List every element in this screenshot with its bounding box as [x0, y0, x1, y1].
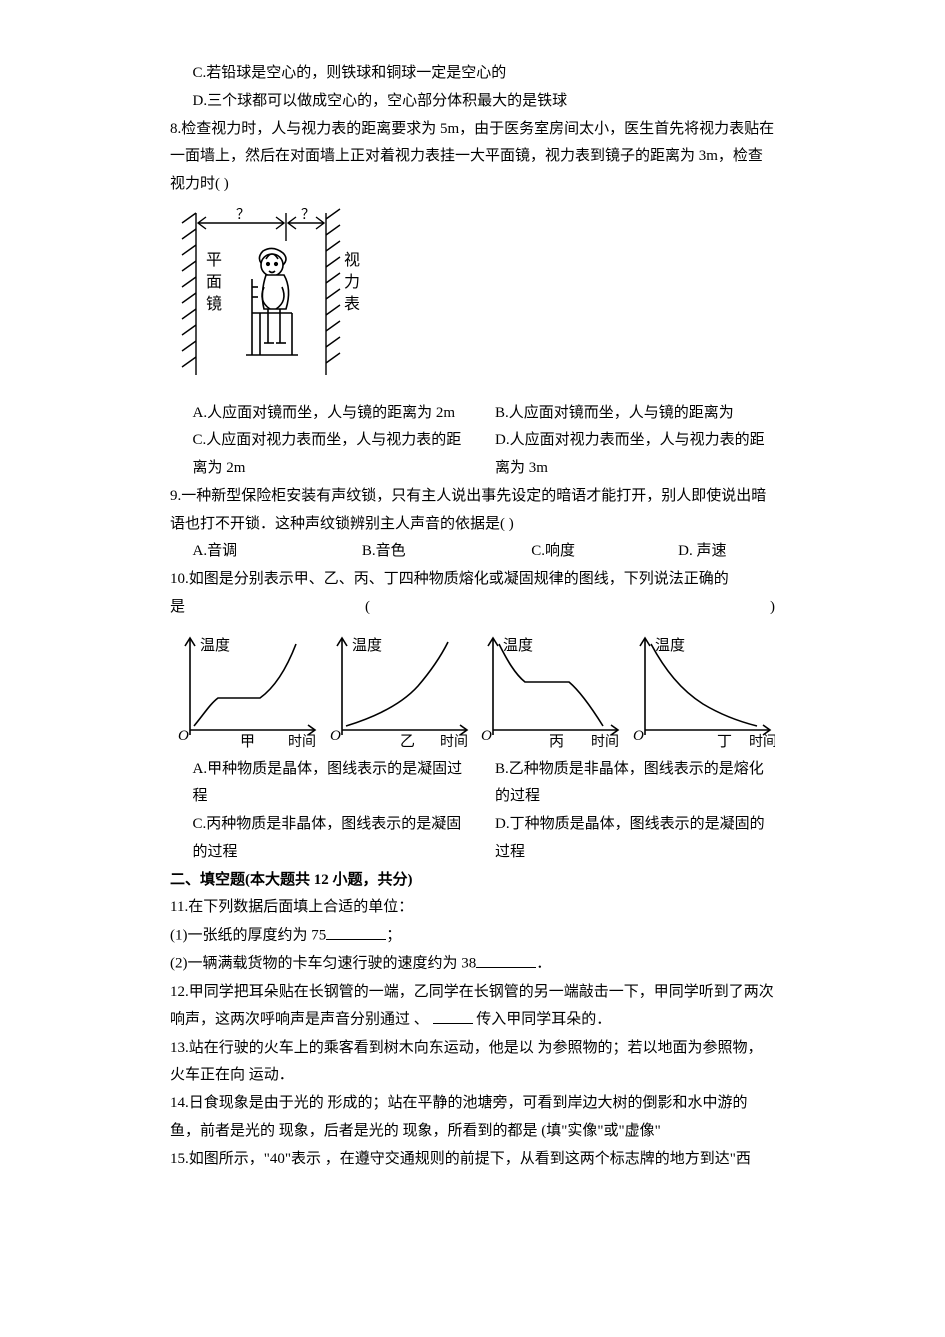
- axis-ylabel: 温度: [200, 637, 230, 654]
- q9-option-b: B.音色: [339, 538, 508, 566]
- blank-11-2: [476, 950, 536, 968]
- q12-text-b: 传入甲同学耳朵的．: [476, 1012, 611, 1028]
- q10-option-c: C.丙种物质是非晶体，图线表示的是凝固的过程: [170, 811, 473, 867]
- curve-bing: 温度 丙 时间 O: [473, 630, 623, 748]
- q9-option-c: C.响度: [509, 538, 678, 566]
- q14: 14.日食现象是由于光的 形成的；站在平静的池塘旁，可看到岸边大树的倒影和水中游…: [170, 1090, 775, 1146]
- svg-text:O: O: [330, 728, 341, 744]
- q10-paren-close: ): [770, 594, 775, 622]
- q8-option-a: A.人应面对镜而坐，人与镜的距离为 2m: [170, 400, 473, 428]
- curve-name-yi: 乙: [400, 734, 415, 748]
- svg-text:时间: 时间: [749, 734, 775, 748]
- q11-sub1: (1)一张纸的厚度约为 75 ；: [170, 922, 775, 950]
- q8-option-c: C.人应面对视力表而坐，人与视力表的距离为 2m: [170, 427, 473, 483]
- q8-stem: 8.检查视力时，人与视力表的距离要求为 5m，由于医务室房间太小，医生首先将视力…: [170, 116, 775, 199]
- svg-text:力: 力: [344, 273, 360, 291]
- svg-text:表: 表: [344, 295, 360, 313]
- q11-2-text: (2)一辆满载货物的卡车匀速行驶的速度约为 38: [170, 956, 476, 972]
- mirror-diagram: ？ ？ 平 面 镜 视 力 表: [176, 205, 366, 383]
- q7-option-d: D.三个球都可以做成空心的，空心部分体积最大的是铁球: [170, 88, 775, 116]
- exam-page: C.若铅球是空心的，则铁球和铜球一定是空心的 D.三个球都可以做成空心的，空心部…: [0, 0, 945, 1233]
- svg-text:视: 视: [344, 251, 360, 269]
- q10-option-a: A.甲种物质是晶体，图线表示的是凝固过程: [170, 756, 473, 812]
- svg-text:？: ？: [236, 208, 250, 223]
- svg-text:温度: 温度: [352, 637, 382, 654]
- svg-text:O: O: [178, 728, 189, 744]
- q11-2-tail: ．: [536, 956, 551, 972]
- q9-options: A.音调 B.音色 C.响度 D. 声速: [170, 538, 775, 566]
- q10-options: A.甲种物质是晶体，图线表示的是凝固过程 B.乙种物质是非晶体，图线表示的是熔化…: [170, 756, 775, 867]
- q9-option-d: D. 声速: [678, 538, 775, 566]
- q10-stem-shi: 是: [170, 594, 185, 622]
- q10-option-d: D.丁种物质是晶体，图线表示的是凝固的过程: [473, 811, 776, 867]
- q10-figures: 温度 甲 时间 O 温度 乙 时间 O: [170, 630, 775, 748]
- axis-xlabel: 时间: [288, 734, 316, 748]
- svg-text:O: O: [481, 728, 492, 744]
- q13: 13.站在行驶的火车上的乘客看到树木向东运动，他是以 为参照物的；若以地面为参照…: [170, 1035, 775, 1091]
- q10-option-b: B.乙种物质是非晶体，图线表示的是熔化的过程: [473, 756, 776, 812]
- q15: 15.如图所示，"40"表示 ，在遵守交通规则的前提下，从看到这两个标志牌的地方…: [170, 1146, 775, 1174]
- curve-name-bing: 丙: [549, 734, 564, 748]
- curve-jia: 温度 甲 时间 O: [170, 630, 320, 748]
- q9-option-a: A.音调: [170, 538, 339, 566]
- q11-sub2: (2)一辆满载货物的卡车匀速行驶的速度约为 38 ．: [170, 950, 775, 978]
- curve-yi: 温度 乙 时间 O: [322, 630, 472, 748]
- q9-stem: 9.一种新型保险柜安装有声纹锁，只有主人说出事先设定的暗语才能打开，别人即使说出…: [170, 483, 775, 539]
- curve-name-ding: 丁: [717, 734, 732, 748]
- svg-text:温度: 温度: [503, 637, 533, 654]
- q8-options: A.人应面对镜而坐，人与镜的距离为 2m B.人应面对镜而坐，人与镜的距离为 C…: [170, 400, 775, 483]
- svg-text:时间: 时间: [591, 734, 619, 748]
- svg-text:时间: 时间: [440, 734, 468, 748]
- svg-text:镜: 镜: [206, 294, 222, 313]
- blank-12: [433, 1006, 473, 1024]
- curve-name-jia: 甲: [240, 734, 255, 748]
- svg-text:？: ？: [301, 208, 315, 223]
- svg-text:平: 平: [206, 252, 222, 269]
- q11-1-tail: ；: [386, 928, 401, 944]
- q8-option-d: D.人应面对视力表而坐，人与视力表的距离为 3m: [473, 427, 776, 483]
- q8-option-b: B.人应面对镜而坐，人与镜的距离为: [473, 400, 776, 428]
- q10-stem-line2: 是 ( ): [170, 594, 775, 622]
- svg-text:O: O: [633, 728, 644, 744]
- q10-stem-line1: 10.如图是分别表示甲、乙、丙、丁四种物质熔化或凝固规律的图线，下列说法正确的: [170, 566, 775, 594]
- q11-stem: 11.在下列数据后面填上合适的单位：: [170, 894, 775, 922]
- blank-11-1: [326, 922, 386, 940]
- section-2-title: 二、填空题(本大题共 12 小题，共分): [170, 867, 775, 895]
- curve-ding: 温度 丁 时间 O: [625, 630, 775, 748]
- q12: 12.甲同学把耳朵贴在长钢管的一端，乙同学在长钢管的另一端敲击一下，甲同学听到了…: [170, 979, 775, 1035]
- q8-figure: ？ ？ 平 面 镜 视 力 表: [176, 205, 775, 394]
- svg-text:面: 面: [206, 274, 222, 291]
- q7-option-c: C.若铅球是空心的，则铁球和铜球一定是空心的: [170, 60, 775, 88]
- q11-1-text: (1)一张纸的厚度约为 75: [170, 928, 326, 944]
- svg-text:温度: 温度: [655, 637, 685, 654]
